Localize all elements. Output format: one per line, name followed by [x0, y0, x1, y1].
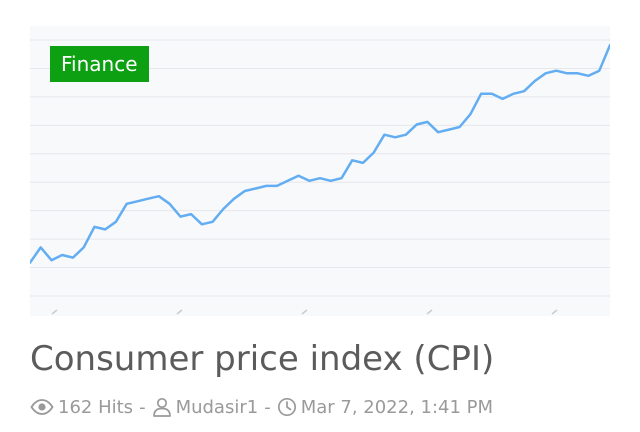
category-badge[interactable]: Finance — [50, 46, 149, 82]
clock-icon — [277, 397, 297, 417]
post-date: Mar 7, 2022, 1:41 PM — [300, 396, 494, 418]
eye-icon — [30, 399, 54, 415]
chart-x-tick — [51, 309, 58, 315]
meta-separator: - — [139, 396, 146, 418]
user-icon — [152, 397, 172, 417]
post-meta: 162 Hits - Mudasir1 - Mar 7, 2022, 1:41 … — [30, 395, 493, 419]
cpi-line-chart — [30, 39, 610, 315]
chart-x-tick — [301, 309, 308, 315]
author-link[interactable]: Mudasir1 — [175, 396, 259, 418]
chart-series-line — [30, 43, 610, 264]
meta-separator: - — [264, 396, 271, 418]
chart-x-tick — [426, 309, 433, 315]
chart-x-tick — [551, 309, 558, 315]
hits-count: 162 Hits — [58, 396, 134, 418]
post-title[interactable]: Consumer price index (CPI) — [30, 339, 495, 379]
chart-x-tick — [176, 309, 183, 315]
